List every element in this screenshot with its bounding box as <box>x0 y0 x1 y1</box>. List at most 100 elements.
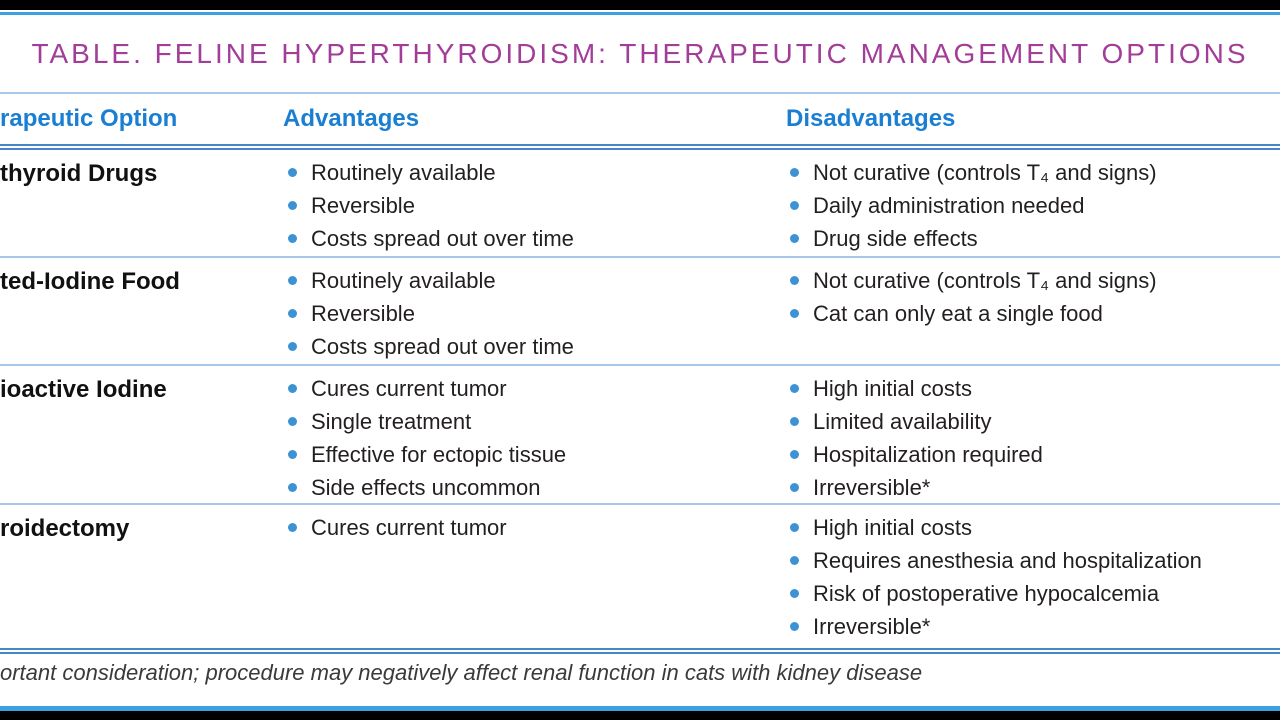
disadvantage-text: Drug side effects <box>813 225 978 251</box>
title-underline-rule <box>0 92 1280 94</box>
advantages-list: Routinely available Reversible Costs spr… <box>283 258 786 363</box>
bullet-icon <box>288 234 297 243</box>
advantage-text: Single treatment <box>311 408 472 434</box>
bullet-icon <box>790 483 799 492</box>
bullet-icon <box>790 417 799 426</box>
list-item: Irreversible* <box>790 471 1280 504</box>
footnote: ortant consideration; procedure may nega… <box>0 660 923 685</box>
table-row-radioactive-iodine: ioactive Iodine Cures current tumor Sing… <box>0 366 1280 503</box>
title-area: TABLE. FELINE HYPERTHYROIDISM: THERAPEUT… <box>0 15 1280 92</box>
row-option-label: ioactive Iodine <box>0 376 167 403</box>
row-separator <box>0 364 1280 366</box>
disadvantage-text: Irreversible* <box>813 613 931 639</box>
list-item: Single treatment <box>288 405 786 438</box>
disadvantage-text: Irreversible* <box>813 474 931 500</box>
disadvantage-text: Not curative (controls T₄ and signs) <box>813 159 1157 185</box>
column-header-therapeutic-option: rapeutic Option <box>0 105 178 132</box>
disadvantages-list: High initial costs Limited availability … <box>786 366 1280 504</box>
list-item: Requires anesthesia and hospitalization <box>790 544 1280 577</box>
bullet-icon <box>288 483 297 492</box>
top-blue-accent-line <box>0 12 1280 15</box>
list-item: Cat can only eat a single food <box>790 297 1280 330</box>
column-header-advantages: Advantages <box>283 105 420 132</box>
row-option-label: thyroid Drugs <box>0 160 158 187</box>
list-item: Daily administration needed <box>790 189 1280 222</box>
row-separator <box>0 503 1280 505</box>
bullet-icon <box>790 450 799 459</box>
advantage-text: Reversible <box>311 192 415 218</box>
disadvantage-text: Daily administration needed <box>813 192 1085 218</box>
bullet-icon <box>790 556 799 565</box>
bullet-icon <box>790 589 799 598</box>
disadvantage-text: High initial costs <box>813 375 972 401</box>
advantage-text: Cures current tumor <box>311 375 507 401</box>
top-white-gap <box>0 10 1280 12</box>
list-item: Not curative (controls T₄ and signs) <box>790 156 1280 189</box>
bullet-icon <box>288 201 297 210</box>
bullet-icon <box>288 276 297 285</box>
list-item: High initial costs <box>790 372 1280 405</box>
table-title: TABLE. FELINE HYPERTHYROIDISM: THERAPEUT… <box>31 37 1249 69</box>
bullet-icon <box>288 417 297 426</box>
disadvantage-text: Cat can only eat a single food <box>813 300 1103 326</box>
table-header-row: rapeutic Option Advantages Disadvantages <box>0 94 1280 144</box>
bullet-icon <box>790 168 799 177</box>
list-item: Cures current tumor <box>288 511 786 544</box>
bullet-icon <box>288 384 297 393</box>
disadvantages-list: Not curative (controls T₄ and signs) Cat… <box>786 258 1280 330</box>
disadvantages-list: Not curative (controls T₄ and signs) Dai… <box>786 150 1280 255</box>
list-item: Side effects uncommon <box>288 471 786 504</box>
top-black-bar <box>0 0 1280 10</box>
disadvantage-text: High initial costs <box>813 514 972 540</box>
footnote-double-rule <box>0 648 1280 654</box>
list-item: Cures current tumor <box>288 372 786 405</box>
disadvantage-text: Requires anesthesia and hospitalization <box>813 547 1202 573</box>
list-item: Not curative (controls T₄ and signs) <box>790 264 1280 297</box>
advantage-text: Effective for ectopic tissue <box>311 441 567 467</box>
disadvantage-text: Not curative (controls T₄ and signs) <box>813 267 1157 293</box>
disadvantage-text: Hospitalization required <box>813 441 1043 467</box>
bullet-icon <box>790 276 799 285</box>
list-item: Risk of postoperative hypocalcemia <box>790 577 1280 610</box>
advantage-text: Costs spread out over time <box>311 225 574 251</box>
list-item: High initial costs <box>790 511 1280 544</box>
advantage-text: Costs spread out over time <box>311 333 574 359</box>
advantage-text: Reversible <box>311 300 415 326</box>
list-item: Limited availability <box>790 405 1280 438</box>
row-separator <box>0 256 1280 258</box>
list-item: Hospitalization required <box>790 438 1280 471</box>
list-item: Reversible <box>288 189 786 222</box>
list-item: Routinely available <box>288 156 786 189</box>
row-option-label: ted-Iodine Food <box>0 268 180 295</box>
bullet-icon <box>288 309 297 318</box>
list-item: Costs spread out over time <box>288 222 786 255</box>
list-item: Irreversible* <box>790 610 1280 643</box>
advantages-list: Cures current tumor <box>283 505 786 544</box>
column-header-disadvantages: Disadvantages <box>786 105 956 132</box>
advantage-text: Cures current tumor <box>311 514 507 540</box>
header-double-rule <box>0 144 1280 150</box>
disadvantages-list: High initial costs Requires anesthesia a… <box>786 505 1280 643</box>
bullet-icon <box>288 168 297 177</box>
bullet-icon <box>790 234 799 243</box>
list-item: Effective for ectopic tissue <box>288 438 786 471</box>
table-row-iodine-food: ted-Iodine Food Routinely available Reve… <box>0 258 1280 364</box>
advantage-text: Routinely available <box>311 159 496 185</box>
bullet-icon <box>790 622 799 631</box>
bullet-icon <box>790 309 799 318</box>
advantages-list: Routinely available Reversible Costs spr… <box>283 150 786 255</box>
advantage-text: Routinely available <box>311 267 496 293</box>
table-row-antithyroid-drugs: thyroid Drugs Routinely available Revers… <box>0 150 1280 256</box>
list-item: Costs spread out over time <box>288 330 786 363</box>
bullet-icon <box>790 384 799 393</box>
list-item: Reversible <box>288 297 786 330</box>
advantage-text: Side effects uncommon <box>311 474 541 500</box>
advantages-list: Cures current tumor Single treatment Eff… <box>283 366 786 504</box>
bullet-icon <box>288 450 297 459</box>
row-option-label: roidectomy <box>0 515 130 542</box>
bullet-icon <box>288 523 297 532</box>
bottom-black-bar <box>0 711 1280 720</box>
list-item: Routinely available <box>288 264 786 297</box>
bullet-icon <box>288 342 297 351</box>
bullet-icon <box>790 523 799 532</box>
